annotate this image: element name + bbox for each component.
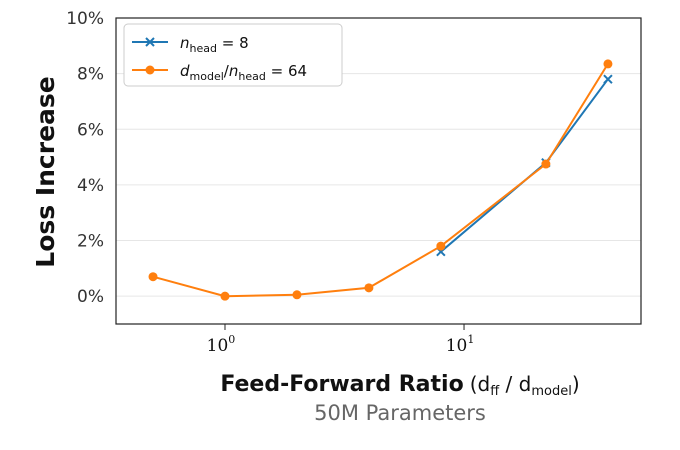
legend-marker-x (145, 37, 155, 47)
y-tick-label: 0% (77, 287, 104, 307)
chart-subtitle: 50M Parameters (314, 401, 486, 425)
x-tick-label: 101 (446, 333, 475, 356)
legend-label-n-head: nhead = 8 (180, 34, 249, 55)
x-ticks: 100 101 (207, 324, 475, 356)
data-point (436, 241, 446, 251)
series-1 (148, 59, 613, 301)
y-tick-labels: 0% 2% 4% 6% 8% 10% (66, 9, 104, 307)
data-point (603, 59, 613, 69)
y-tick-label: 4% (77, 176, 104, 196)
series-layer (148, 59, 613, 301)
legend: nhead = 8 dmodel/nhead = 64 (123, 23, 343, 87)
legend-marker-o (145, 65, 155, 75)
data-point (220, 291, 230, 301)
data-point (292, 290, 302, 300)
y-tick-label: 6% (77, 120, 104, 140)
y-axis-label: Loss Increase (31, 76, 60, 267)
y-tick-label: 10% (66, 9, 104, 29)
legend-label-d-model: dmodel/nhead = 64 (180, 62, 307, 83)
y-tick-label: 8% (77, 65, 104, 85)
y-tick-label: 2% (77, 232, 104, 252)
data-point (364, 283, 374, 293)
x-axis-label: Feed-Forward Ratio (dff / dmodel) (220, 372, 579, 399)
data-point (148, 272, 158, 282)
data-point (541, 159, 551, 169)
series-line (152, 63, 609, 298)
data-point-x (603, 74, 613, 84)
legend-entry-d-model: dmodel/nhead = 64 (132, 62, 307, 83)
legend-entry-n-head: nhead = 8 (132, 34, 249, 55)
x-tick-label: 100 (207, 333, 236, 356)
plot-frame (115, 17, 642, 325)
legend-box (123, 23, 343, 87)
